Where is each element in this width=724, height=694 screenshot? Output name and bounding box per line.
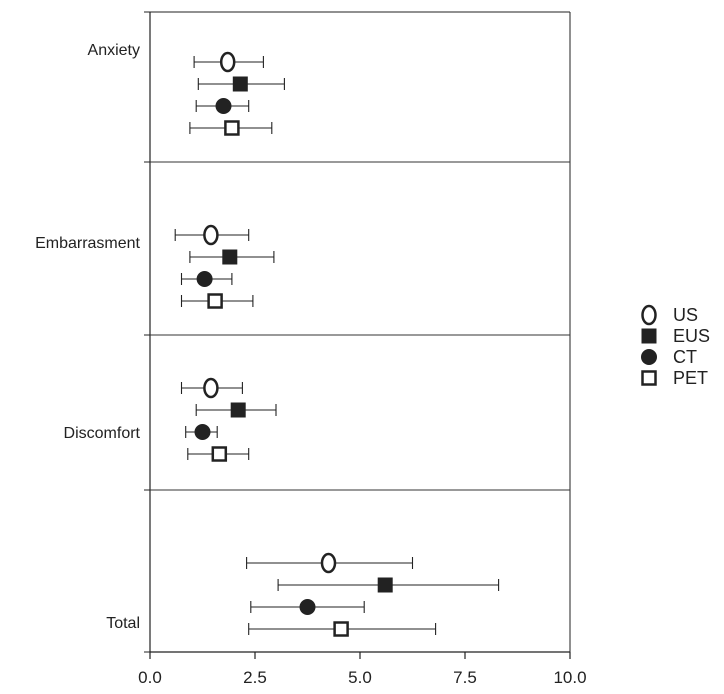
error-bar-eus	[197, 76, 285, 92]
category-label: Anxiety	[88, 42, 140, 59]
section-dividers	[150, 161, 570, 491]
marker-ct	[194, 424, 211, 440]
data-marks	[174, 51, 500, 637]
marker-ct	[299, 599, 316, 615]
x-tick-label: 10.0	[553, 668, 586, 687]
error-bar-us	[180, 377, 243, 399]
legend-label: EUS	[673, 326, 710, 346]
marker-pet	[333, 621, 349, 637]
marker-us	[203, 224, 219, 246]
error-bar-us	[174, 224, 250, 246]
marker-us	[641, 304, 657, 326]
plot-frame	[149, 11, 571, 653]
legend-item-eus: EUS	[641, 326, 710, 346]
marker-ct	[215, 98, 232, 114]
x-tick-label: 2.5	[243, 668, 267, 687]
marker-eus	[232, 76, 248, 92]
category-label: Total	[106, 615, 140, 632]
legend-item-ct: CT	[641, 347, 697, 367]
error-bar-ct	[180, 271, 233, 287]
error-bar-eus	[189, 249, 275, 265]
error-bar-pet	[187, 446, 250, 462]
marker-pet	[207, 293, 223, 309]
error-bar-us	[246, 552, 414, 574]
marker-us	[219, 51, 236, 73]
x-tick-label: 7.5	[453, 668, 477, 687]
marker-eus	[230, 402, 246, 418]
legend-label: PET	[673, 368, 708, 388]
error-bar-pet	[248, 621, 437, 637]
marker-pet	[641, 370, 657, 386]
error-bar-eus	[195, 402, 277, 418]
y-category-labels: Anxiety Embarrasment Discomfort Total	[35, 42, 140, 632]
marker-us	[320, 552, 337, 574]
marker-ct	[196, 271, 213, 287]
legend-label: US	[673, 305, 698, 325]
error-bar-us	[193, 51, 264, 73]
category-label: Discomfort	[64, 425, 141, 442]
x-tick-label: 5.0	[348, 668, 372, 687]
legend-item-us: US	[641, 304, 698, 326]
error-bar-ct	[195, 98, 250, 114]
error-bar-pet	[180, 293, 254, 309]
marker-us	[203, 377, 219, 399]
marker-eus	[377, 577, 393, 593]
error-bar-eus	[277, 577, 500, 593]
legend-item-pet: PET	[641, 368, 708, 388]
x-axis: 0.0 2.5 5.0 7.5 10.0	[138, 11, 587, 687]
category-label: Embarrasment	[35, 235, 140, 252]
error-bar-pet	[189, 120, 273, 136]
error-bar-ct	[250, 599, 365, 615]
marker-ct	[641, 349, 657, 365]
x-tick-label: 0.0	[138, 668, 162, 687]
error-bar-ct	[185, 424, 218, 440]
legend-label: CT	[673, 347, 697, 367]
marker-pet	[224, 120, 240, 136]
marker-pet	[211, 446, 228, 462]
marker-eus	[641, 328, 657, 344]
marker-eus	[222, 249, 238, 265]
